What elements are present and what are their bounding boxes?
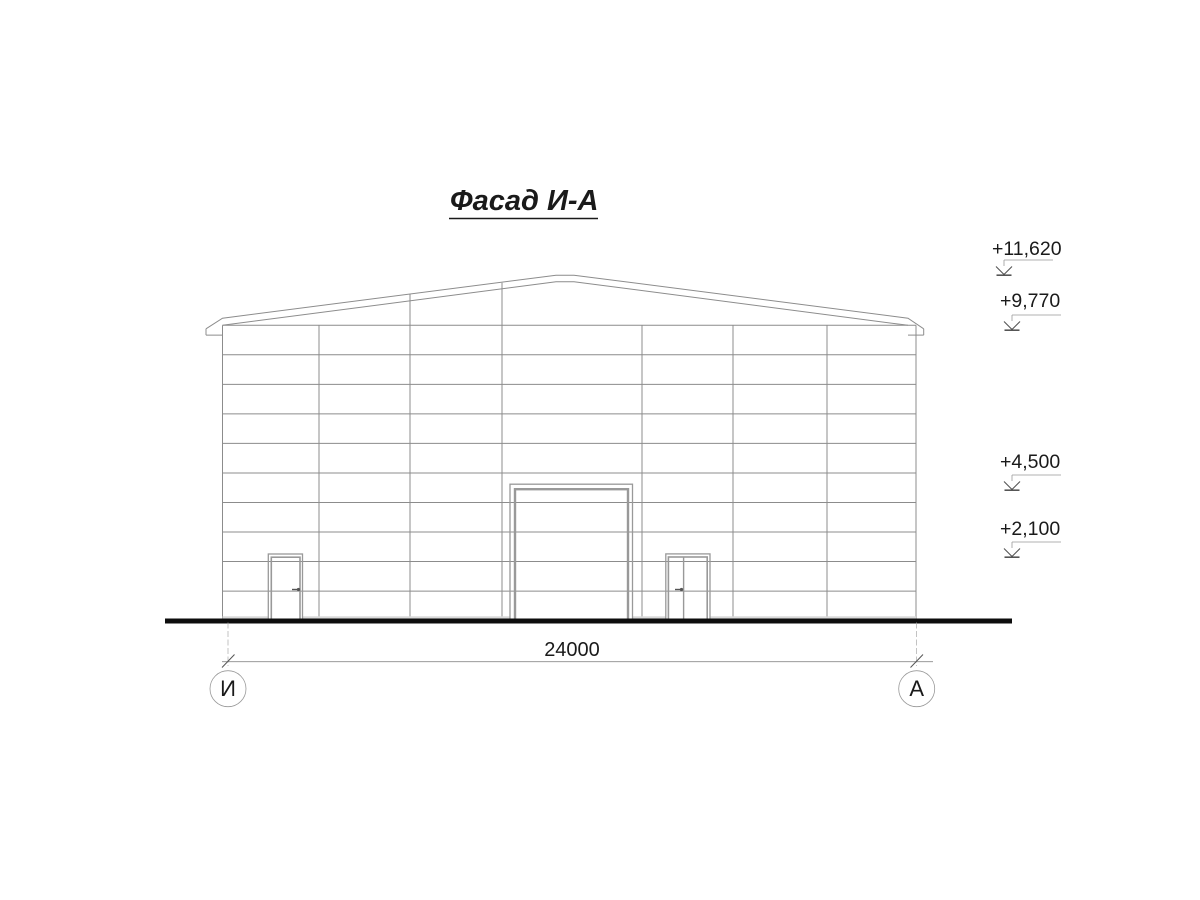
svg-text:+4,500: +4,500 <box>1000 451 1060 473</box>
svg-text:+11,620: +11,620 <box>992 238 1062 260</box>
svg-text:Фасад И-А: Фасад И-А <box>450 185 598 217</box>
svg-text:И: И <box>220 676 236 701</box>
svg-text:+9,770: +9,770 <box>1000 290 1060 312</box>
svg-text:+2,100: +2,100 <box>1000 518 1060 540</box>
svg-text:А: А <box>909 676 924 701</box>
svg-text:24000: 24000 <box>544 639 600 661</box>
